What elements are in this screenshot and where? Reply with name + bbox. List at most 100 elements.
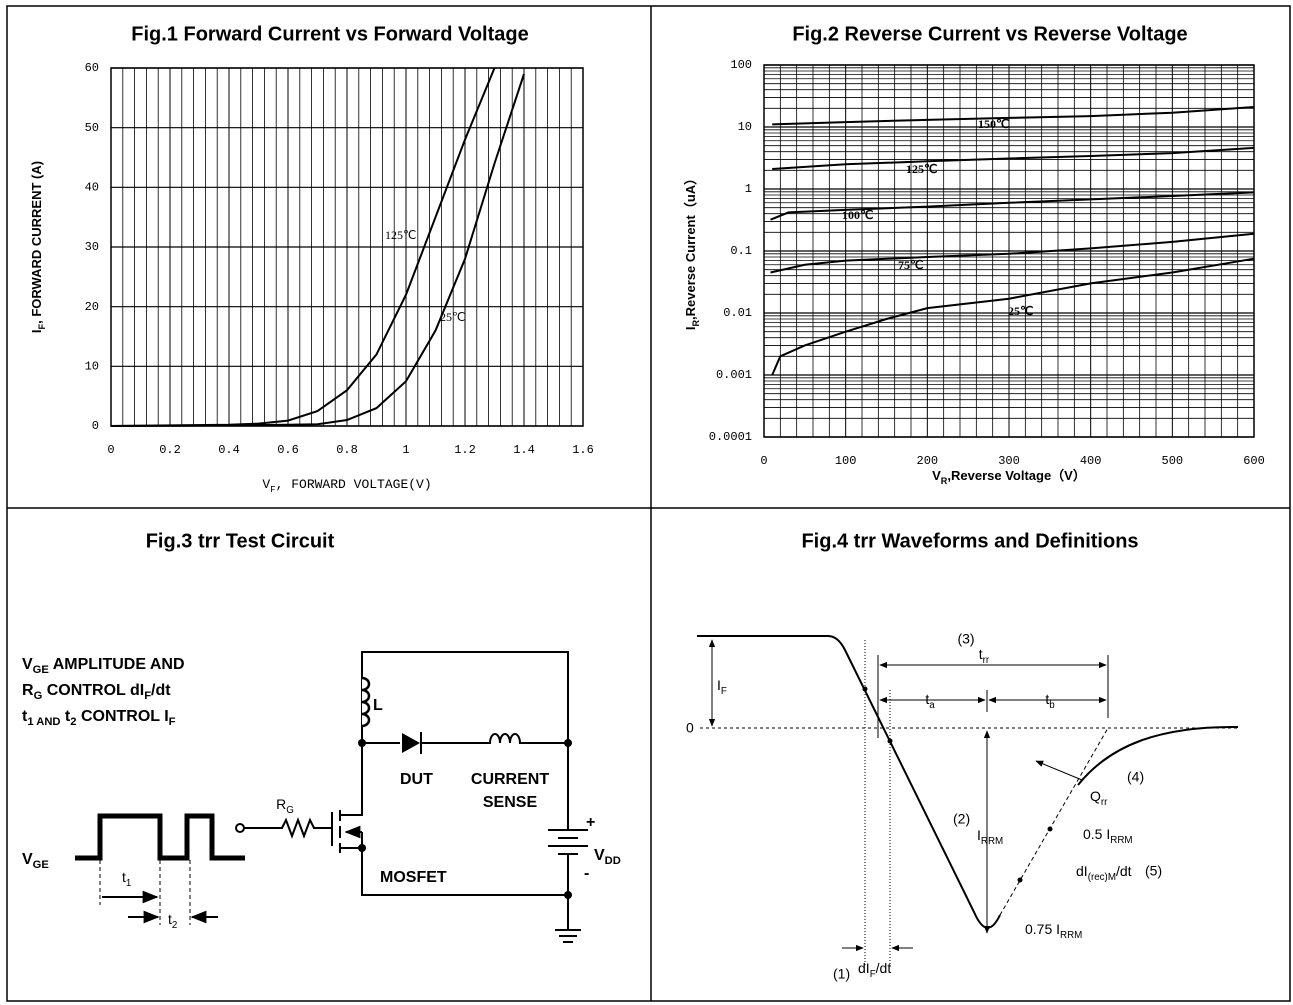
pulse-waveform [75, 813, 245, 925]
figure-1: Fig.1 Forward Current vs Forward Voltage… [29, 23, 593, 495]
text-part: t [122, 869, 126, 885]
text-part: F [144, 690, 151, 702]
text-part: dI [1076, 863, 1088, 879]
text-part: 0.5 I [1083, 826, 1110, 842]
waveform [1035, 760, 1083, 781]
plot-frame [763, 64, 1255, 438]
waveform [887, 738, 893, 744]
text-part: t [925, 691, 929, 707]
label: (3) [957, 631, 974, 647]
x-tick-label: 1.2 [454, 443, 476, 457]
label: 0.75 IRRM [1025, 921, 1082, 941]
text-part: CONTROL dI [42, 682, 144, 699]
series-label: 125℃ [906, 162, 937, 176]
label: VGE [22, 851, 49, 871]
label: (2) [953, 811, 970, 827]
text-part: I [29, 329, 44, 333]
text-part: /dt [876, 960, 892, 976]
x-tick-label: 0.2 [159, 443, 181, 457]
text-part: V [22, 656, 33, 673]
figure-3: Fig.3 trr Test Circuit VGE AMPLITUDE AND… [22, 530, 621, 943]
text-part: 2 [70, 716, 76, 728]
label: L [373, 697, 383, 714]
circuit [402, 733, 420, 753]
text-part: 0.75 I [1025, 921, 1060, 937]
label: ta [925, 691, 935, 711]
text-part: dI [858, 960, 870, 976]
text-part: 1 AND [27, 716, 60, 728]
y-tick-label: 0.01 [723, 306, 752, 320]
figure-2: Fig.2 Reverse Current vs Reverse Voltage… [683, 23, 1264, 486]
text-part: R [691, 320, 701, 327]
series-label: 25℃ [440, 310, 465, 324]
text-part: rr [983, 655, 990, 666]
text-part: R [941, 476, 948, 486]
series-label: 150℃ [978, 117, 1009, 131]
figure-title: Fig.3 trr Test Circuit [146, 530, 335, 552]
label: (5) [1145, 863, 1162, 879]
note: t1 AND t2 CONTROL IF [22, 708, 176, 728]
x-tick-label: 300 [998, 454, 1020, 468]
text-part: b [1049, 700, 1055, 711]
series-label: 125℃ [385, 228, 416, 242]
circuit [340, 743, 363, 816]
circuit [235, 651, 588, 943]
text-part: ,Reverse Voltage（V） [947, 468, 1085, 483]
text-part: t [168, 911, 172, 927]
text-part: R [22, 682, 34, 699]
text-part: /dt [1116, 863, 1132, 879]
x-tick-label: 600 [1243, 454, 1265, 468]
label: 0 [686, 720, 694, 736]
x-tick-label: 0.8 [336, 443, 358, 457]
circuit [564, 739, 572, 747]
text-part: 1 [126, 878, 131, 889]
text-part: GE [33, 859, 50, 871]
circuit [358, 739, 366, 747]
y-axis-label: IR,Reverse Current（uA） [683, 172, 701, 330]
x-axis-label: VF, FORWARD VOLTAGE(V) [262, 477, 431, 495]
waveform [697, 635, 1001, 929]
y-tick-label: 30 [85, 240, 99, 254]
y-tick-label: 20 [85, 300, 99, 314]
note: RG CONTROL dIF/dt [22, 682, 171, 702]
label: + [586, 814, 595, 831]
text-part: F [169, 716, 176, 728]
circuit [361, 832, 568, 896]
text-part: Q [1090, 788, 1101, 804]
series-label: 100℃ [842, 208, 873, 222]
pulse-waveform [75, 813, 245, 861]
text-part: V [22, 851, 33, 868]
y-tick-label: 10 [738, 120, 752, 134]
text-part: /dt [151, 682, 171, 699]
series-line [771, 257, 1255, 376]
figure-title: Fig.4 trr Waveforms and Definitions [801, 530, 1138, 552]
label: t1 [122, 869, 131, 889]
text-part: RRM [1110, 835, 1132, 846]
label: dIF/dt [858, 960, 891, 980]
panel-frame [6, 5, 1291, 1002]
note: VGE AMPLITUDE AND [22, 656, 185, 676]
text-part: F [37, 323, 47, 329]
y-tick-label: 0 [92, 419, 99, 433]
y-tick-label: 50 [85, 121, 99, 135]
x-tick-label: 1.6 [572, 443, 594, 457]
text-part: G [286, 805, 294, 816]
x-tick-label: 200 [917, 454, 939, 468]
text-part: F [270, 484, 275, 495]
text-part: G [34, 690, 43, 702]
text-part: I [717, 677, 721, 693]
x-tick-label: 0 [107, 443, 114, 457]
circuit [244, 817, 332, 839]
y-tick-label: 40 [85, 181, 99, 195]
text-part: GE [33, 664, 50, 676]
label: 0.5 IRRM [1083, 826, 1133, 846]
label: IRRM [977, 827, 1003, 847]
x-tick-label: 100 [835, 454, 857, 468]
label: dI(rec)M/dt [1076, 863, 1132, 883]
circuit [361, 676, 371, 728]
y-tick-label: 0.0001 [709, 430, 752, 444]
waveform [862, 686, 868, 692]
text-part: V [594, 847, 605, 864]
y-tick-label: 0.1 [730, 244, 752, 258]
